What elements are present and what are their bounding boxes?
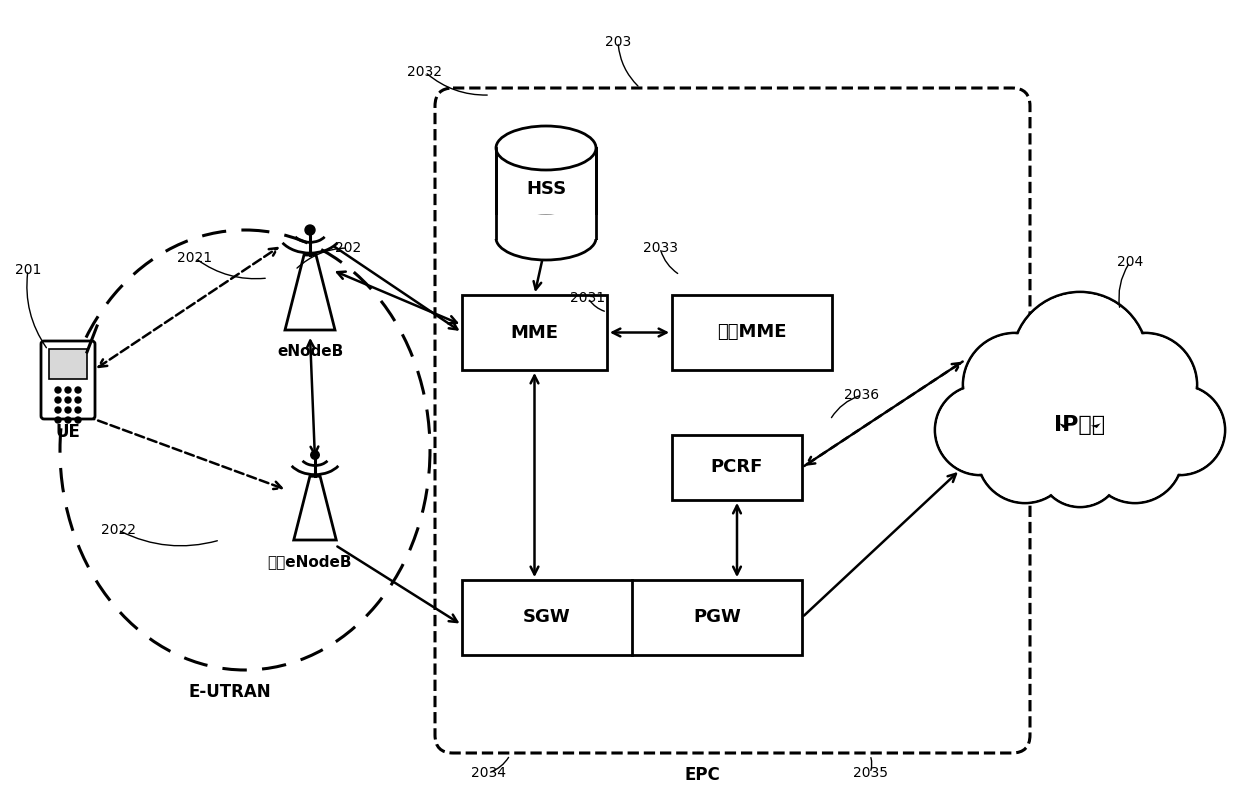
FancyBboxPatch shape bbox=[41, 341, 95, 419]
Circle shape bbox=[311, 451, 319, 459]
Bar bbox=[463, 295, 608, 370]
Circle shape bbox=[937, 387, 1023, 473]
Text: 201: 201 bbox=[15, 263, 41, 277]
Text: 203: 203 bbox=[605, 35, 631, 49]
Ellipse shape bbox=[496, 126, 596, 170]
Circle shape bbox=[977, 407, 1073, 503]
Text: 2035: 2035 bbox=[853, 766, 888, 780]
Circle shape bbox=[963, 333, 1066, 437]
Circle shape bbox=[74, 407, 81, 413]
Circle shape bbox=[1087, 407, 1183, 503]
Text: 2034: 2034 bbox=[470, 766, 506, 780]
Text: 2021: 2021 bbox=[177, 251, 212, 265]
Bar bbox=[494, 215, 598, 239]
Text: PCRF: PCRF bbox=[711, 458, 763, 477]
Circle shape bbox=[1095, 335, 1195, 435]
Text: 202: 202 bbox=[335, 241, 361, 255]
Text: 2033: 2033 bbox=[642, 241, 677, 255]
Circle shape bbox=[935, 385, 1025, 475]
Text: PGW: PGW bbox=[693, 609, 742, 626]
Circle shape bbox=[64, 417, 71, 423]
Bar bbox=[496, 148, 596, 238]
Circle shape bbox=[74, 417, 81, 423]
Circle shape bbox=[1137, 387, 1223, 473]
Circle shape bbox=[1089, 409, 1180, 501]
Text: EPC: EPC bbox=[684, 766, 720, 784]
Text: UE: UE bbox=[56, 423, 81, 441]
Text: IP业务: IP业务 bbox=[1054, 415, 1106, 435]
Text: HSS: HSS bbox=[526, 179, 567, 198]
Circle shape bbox=[1012, 292, 1148, 428]
Circle shape bbox=[55, 387, 61, 393]
Text: 其它MME: 其它MME bbox=[717, 324, 786, 341]
Circle shape bbox=[55, 397, 61, 403]
Circle shape bbox=[55, 417, 61, 423]
Bar bbox=[672, 295, 832, 370]
Circle shape bbox=[1014, 294, 1146, 426]
Circle shape bbox=[74, 387, 81, 393]
Circle shape bbox=[64, 397, 71, 403]
Text: 其它eNodeB: 其它eNodeB bbox=[268, 554, 352, 570]
Text: E-UTRAN: E-UTRAN bbox=[188, 683, 272, 701]
Bar bbox=[672, 435, 802, 500]
Text: 2022: 2022 bbox=[100, 523, 135, 537]
Circle shape bbox=[1038, 423, 1122, 507]
Circle shape bbox=[1092, 333, 1197, 437]
Text: MME: MME bbox=[511, 324, 558, 341]
Text: eNodeB: eNodeB bbox=[277, 344, 343, 360]
Circle shape bbox=[64, 387, 71, 393]
Text: 204: 204 bbox=[1117, 255, 1143, 269]
Text: 2031: 2031 bbox=[570, 291, 605, 305]
Circle shape bbox=[305, 225, 315, 235]
Circle shape bbox=[1040, 425, 1120, 505]
Bar bbox=[50, 349, 87, 379]
Bar bbox=[463, 580, 802, 655]
Text: 2032: 2032 bbox=[408, 65, 443, 79]
Polygon shape bbox=[285, 255, 335, 330]
Circle shape bbox=[64, 407, 71, 413]
Circle shape bbox=[1135, 385, 1225, 475]
Circle shape bbox=[965, 335, 1065, 435]
Text: SGW: SGW bbox=[523, 609, 570, 626]
Text: 2036: 2036 bbox=[844, 388, 879, 402]
Ellipse shape bbox=[496, 216, 596, 260]
Circle shape bbox=[55, 407, 61, 413]
Circle shape bbox=[980, 409, 1071, 501]
Circle shape bbox=[74, 397, 81, 403]
Polygon shape bbox=[294, 477, 336, 540]
